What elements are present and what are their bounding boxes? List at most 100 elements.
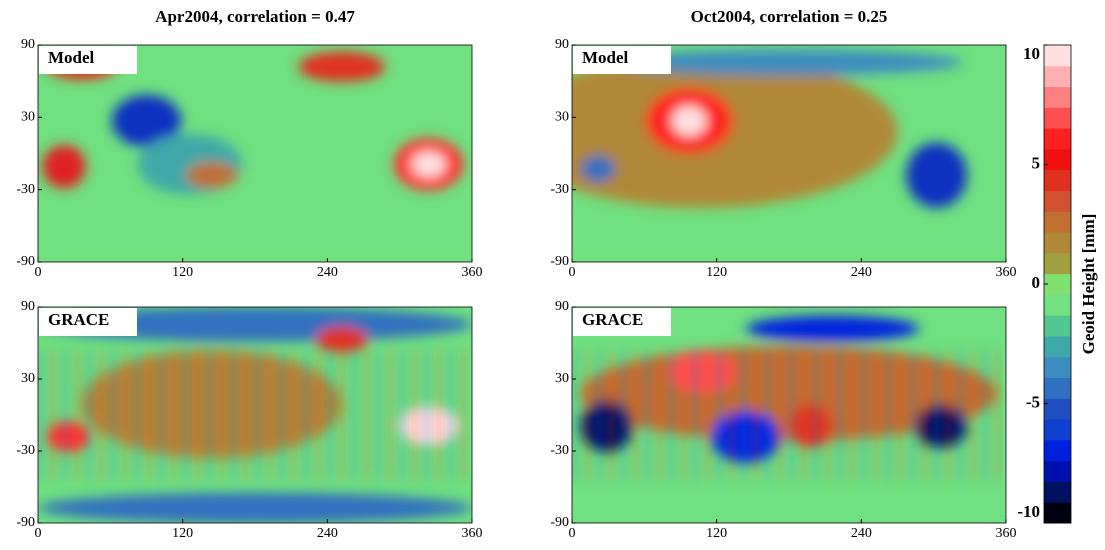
colorbar-swatch — [1044, 315, 1071, 337]
colorbar-swatch — [1044, 335, 1071, 358]
colorbar-swatch — [1044, 65, 1071, 88]
stripe — [969, 350, 976, 480]
x-tick-label: 360 — [462, 265, 483, 280]
y-tick-label: 30 — [555, 110, 569, 125]
stripe — [945, 350, 952, 480]
stripe — [255, 350, 262, 480]
label-box — [39, 308, 137, 336]
field-blob — [298, 51, 386, 82]
y-tick-label: 90 — [555, 299, 569, 314]
axes-frame — [37, 306, 473, 524]
colorbar-label: Geoid Height [mm] — [1079, 214, 1098, 355]
stripe — [728, 350, 735, 480]
blobs — [572, 49, 967, 208]
colorbar-swatch — [1044, 294, 1071, 316]
panel-title: Oct2004, correlation = 0.25 — [691, 7, 888, 26]
stripe — [315, 350, 322, 480]
y-tick-label: -90 — [16, 254, 35, 269]
x-tick-label: 120 — [172, 526, 193, 541]
stripe — [764, 350, 771, 480]
stripe — [584, 350, 591, 480]
stripe — [740, 350, 747, 480]
field-blob — [111, 94, 182, 147]
stripe — [327, 350, 334, 480]
stripe — [861, 350, 868, 480]
y-tick-label: -30 — [16, 443, 35, 458]
field-blob — [615, 49, 963, 76]
stripe — [158, 350, 165, 480]
stripe — [351, 350, 358, 480]
stripe — [801, 350, 808, 480]
stripe — [596, 350, 603, 480]
colorbar-swatch — [1044, 419, 1071, 441]
stripe — [933, 350, 940, 480]
x-tick-label: 240 — [317, 526, 338, 541]
y-tick-label: -30 — [550, 443, 569, 458]
stripe — [632, 350, 639, 480]
y-tick-label: -30 — [550, 182, 569, 197]
x-tick-label: 0 — [35, 265, 42, 280]
label-box — [573, 308, 671, 336]
stripe — [716, 350, 723, 480]
colorbar-swatch — [1044, 398, 1071, 420]
stripe — [704, 350, 711, 480]
colorbar-tick-label: 10 — [1023, 44, 1040, 63]
panel-title: Apr2004, correlation = 0.47 — [155, 7, 355, 26]
colorbar-tick-label: 0 — [1032, 273, 1041, 292]
stripe — [813, 350, 820, 480]
y-tick-label: -90 — [550, 515, 569, 530]
colorbar-swatch — [1044, 169, 1071, 191]
stripe — [230, 350, 237, 480]
stripe — [339, 350, 346, 480]
x-tick-label: 240 — [851, 265, 872, 280]
stripe — [279, 350, 286, 480]
panel-label: Model — [582, 48, 629, 67]
colorbar-swatch — [1044, 252, 1071, 275]
map-field — [572, 45, 1006, 262]
colorbar-tick-label: 5 — [1032, 153, 1041, 172]
stripe — [423, 350, 430, 480]
stripe — [122, 350, 129, 480]
y-tick-label: -90 — [550, 254, 569, 269]
y-tick-label: -90 — [16, 515, 35, 530]
map-field — [38, 45, 472, 262]
x-tick-label: 240 — [317, 265, 338, 280]
stripe — [242, 350, 249, 480]
stripe — [206, 350, 213, 480]
y-tick-label: 30 — [21, 371, 35, 386]
stripe — [909, 350, 916, 480]
stripe — [146, 350, 153, 480]
stripe — [885, 350, 892, 480]
stripe — [411, 350, 418, 480]
stripe — [267, 350, 274, 480]
label-box — [39, 46, 137, 74]
axes-frame — [37, 44, 473, 263]
colorbar-swatch — [1044, 356, 1071, 379]
x-tick-label: 360 — [996, 265, 1017, 280]
x-tick-label: 360 — [462, 526, 483, 541]
field-blob — [745, 315, 920, 342]
field-blob — [667, 350, 737, 394]
stripe — [789, 350, 796, 480]
stripe — [182, 350, 189, 480]
colorbar-swatch — [1044, 460, 1071, 482]
colorbar-swatch — [1044, 232, 1071, 254]
stripe — [375, 350, 382, 480]
stripe — [303, 350, 310, 480]
stripe — [387, 350, 394, 480]
panel-label: Model — [48, 48, 95, 67]
field-blob — [315, 326, 368, 353]
colorbar-swatch — [1044, 481, 1071, 503]
x-tick-label: 0 — [35, 526, 42, 541]
stripe — [291, 350, 298, 480]
axes-frame — [571, 44, 1007, 263]
stripe — [981, 350, 988, 480]
stripe — [993, 350, 1000, 480]
stripe — [194, 350, 201, 480]
stripe — [656, 350, 663, 480]
stripe — [38, 350, 45, 480]
field-blob — [580, 155, 616, 182]
stripe — [399, 350, 406, 480]
stripe — [873, 350, 880, 480]
stripe — [170, 350, 177, 480]
